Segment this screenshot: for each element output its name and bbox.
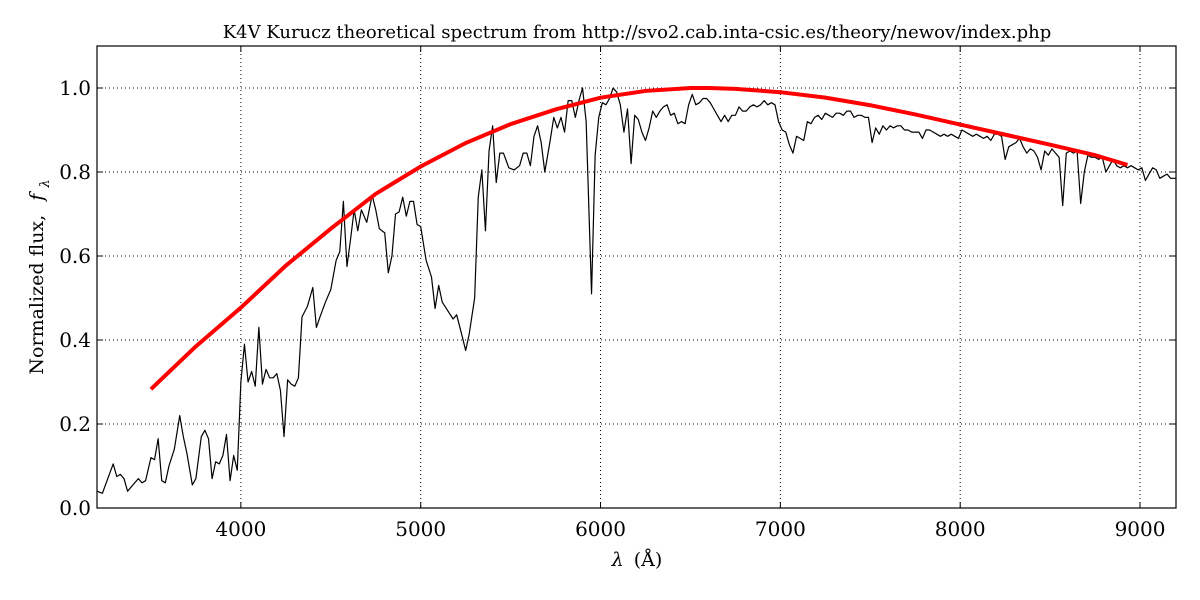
x-axis-symbol: λ [611, 549, 624, 571]
blackbody-fit-line [149, 86, 1129, 391]
plot-frame [96, 45, 1177, 509]
x-axis-label: λ (Å) [611, 549, 663, 571]
y-tick-label: 0.6 [59, 244, 91, 268]
grid-layer [97, 46, 1176, 508]
x-tick-label: 9000 [1115, 517, 1166, 541]
x-tick-label: 6000 [575, 517, 626, 541]
y-tick-label: 0.8 [59, 160, 91, 184]
y-axis-symbol: f [26, 191, 48, 203]
y-tick-label: 0.0 [59, 496, 91, 520]
spectrum-line [96, 87, 1176, 494]
series-layer [96, 86, 1176, 494]
y-axis-subscript: λ [38, 179, 53, 188]
tick-layer: 4000 5000 6000 7000 8000 9000 0.0 0.2 0.4 0.6 0.8 1… [59, 46, 1176, 541]
x-tick-label: 8000 [935, 517, 986, 541]
y-tick-label: 1.0 [59, 76, 91, 100]
x-tick-label: 5000 [395, 517, 446, 541]
y-axis-text: Normalized flux, [26, 215, 48, 375]
x-axis-unit: (Å) [634, 549, 663, 571]
y-axis-label: Normalized flux, f λ [26, 179, 53, 374]
x-tick-label: 4000 [215, 517, 266, 541]
chart-title: K4V Kurucz theoretical spectrum from htt… [223, 22, 1052, 43]
x-tick-label: 7000 [755, 517, 806, 541]
y-tick-label: 0.2 [59, 412, 91, 436]
y-tick-label: 0.4 [59, 328, 91, 352]
